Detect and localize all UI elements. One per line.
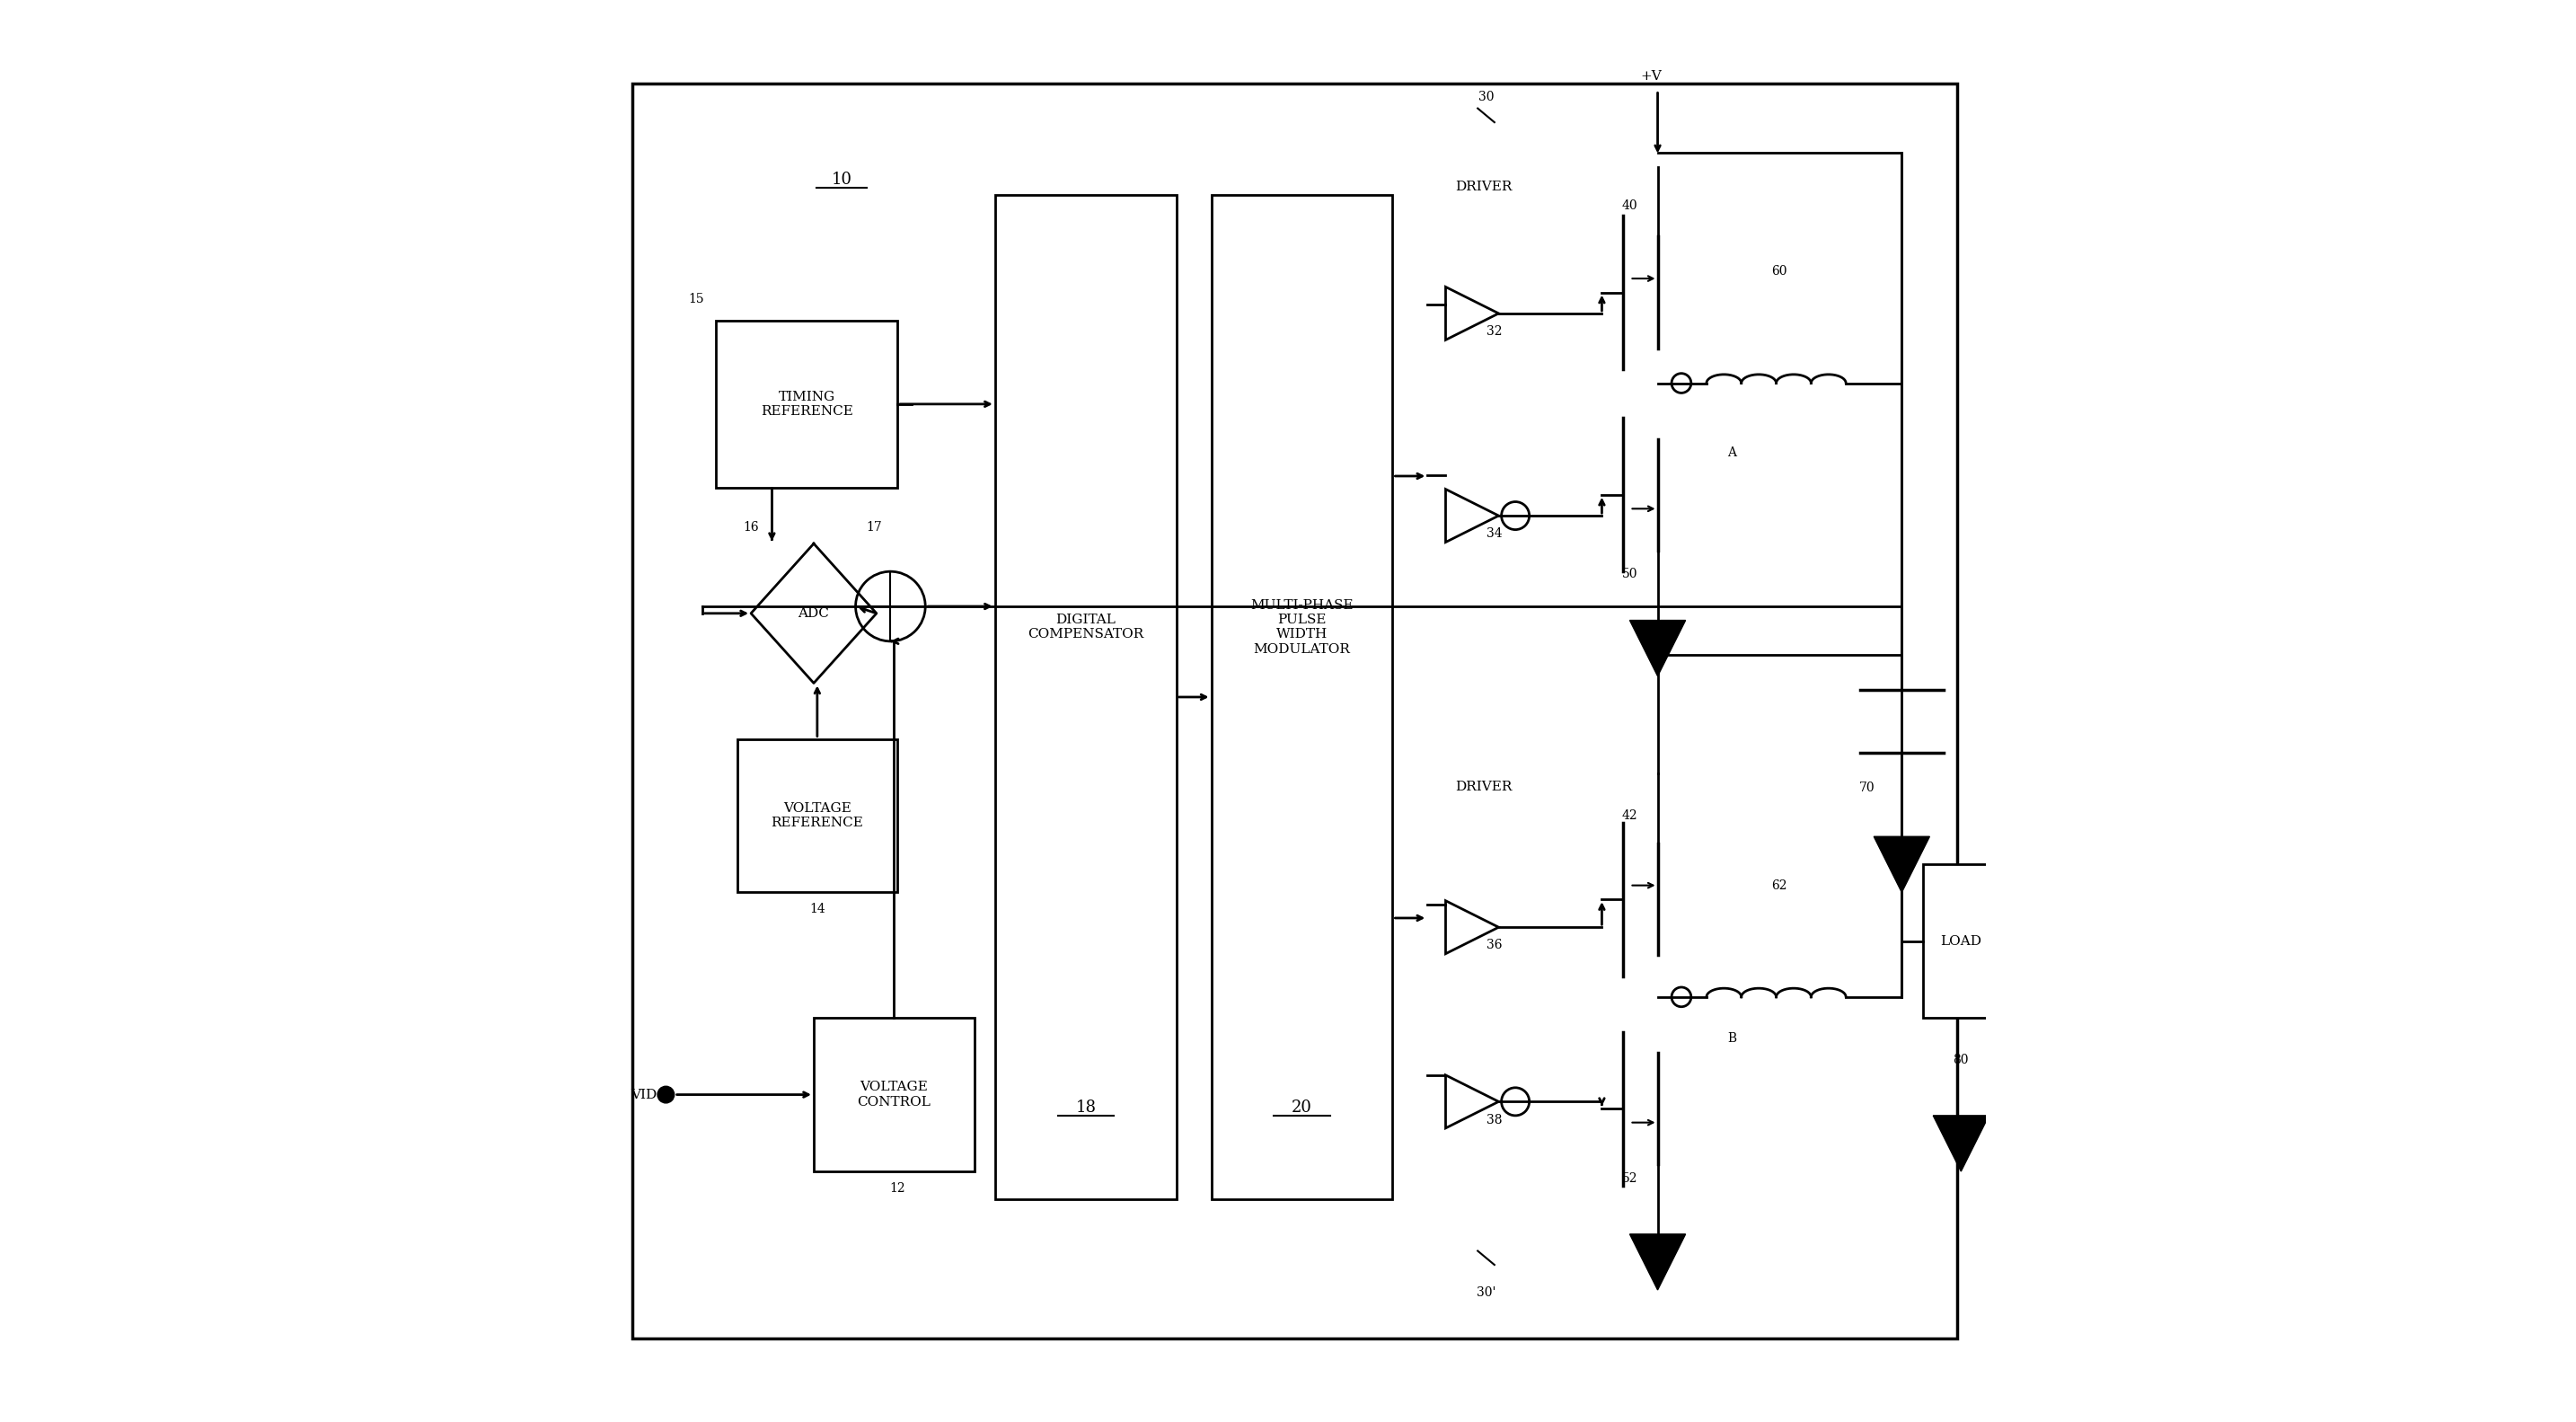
Text: DRIVER: DRIVER bbox=[1455, 181, 1512, 193]
Text: A: A bbox=[1726, 447, 1736, 459]
Text: 80: 80 bbox=[1953, 1054, 1968, 1066]
Polygon shape bbox=[1631, 1234, 1685, 1290]
Bar bbox=[1922, 865, 1999, 1018]
Text: +V: +V bbox=[1641, 70, 1662, 82]
Text: B: B bbox=[1726, 1032, 1736, 1045]
Text: 17: 17 bbox=[866, 520, 881, 533]
Text: DRIVER: DRIVER bbox=[1455, 781, 1512, 793]
Text: 30': 30' bbox=[1476, 1287, 1497, 1300]
Text: 34: 34 bbox=[1486, 528, 1502, 540]
Text: 10: 10 bbox=[832, 172, 853, 188]
Text: 38: 38 bbox=[1486, 1113, 1502, 1126]
Text: 60: 60 bbox=[1772, 266, 1788, 277]
Text: 20: 20 bbox=[1291, 1099, 1311, 1116]
Text: +: + bbox=[884, 599, 899, 614]
Bar bbox=[814, 1018, 974, 1172]
Polygon shape bbox=[1631, 620, 1685, 675]
Text: 30: 30 bbox=[1479, 91, 1494, 104]
Circle shape bbox=[657, 1086, 675, 1103]
Text: ADC: ADC bbox=[799, 607, 829, 620]
Text: 16: 16 bbox=[742, 520, 760, 533]
Text: 32: 32 bbox=[1486, 326, 1502, 338]
Text: DIGITAL
COMPENSATOR: DIGITAL COMPENSATOR bbox=[1028, 614, 1144, 641]
Text: VOLTAGE
CONTROL: VOLTAGE CONTROL bbox=[858, 1081, 930, 1108]
Text: VOLTAGE
REFERENCE: VOLTAGE REFERENCE bbox=[770, 802, 863, 829]
Text: 42: 42 bbox=[1623, 809, 1638, 822]
Bar bbox=[1211, 195, 1394, 1199]
Bar bbox=[1427, 139, 1587, 641]
Text: 52: 52 bbox=[1623, 1172, 1638, 1185]
Text: 62: 62 bbox=[1772, 879, 1788, 892]
Bar bbox=[667, 139, 1476, 1283]
Text: 50: 50 bbox=[1623, 567, 1638, 580]
Polygon shape bbox=[1932, 1116, 1989, 1172]
Text: TIMING
REFERENCE: TIMING REFERENCE bbox=[760, 391, 853, 418]
Text: 15: 15 bbox=[688, 293, 703, 306]
Text: LOAD: LOAD bbox=[1940, 934, 1981, 947]
Text: 36: 36 bbox=[1486, 939, 1502, 951]
Text: 14: 14 bbox=[809, 903, 827, 916]
Bar bbox=[737, 739, 896, 893]
Text: 70: 70 bbox=[1860, 782, 1875, 793]
Polygon shape bbox=[1873, 836, 1929, 893]
Text: 18: 18 bbox=[1074, 1099, 1095, 1116]
Text: VID: VID bbox=[631, 1088, 657, 1101]
Bar bbox=[1427, 739, 1587, 1241]
Text: MULTI-PHASE
PULSE
WIDTH
MODULATOR: MULTI-PHASE PULSE WIDTH MODULATOR bbox=[1249, 599, 1352, 656]
Text: 40: 40 bbox=[1623, 199, 1638, 212]
Bar bbox=[994, 195, 1177, 1199]
Text: 12: 12 bbox=[889, 1182, 904, 1194]
Bar bbox=[716, 320, 896, 488]
